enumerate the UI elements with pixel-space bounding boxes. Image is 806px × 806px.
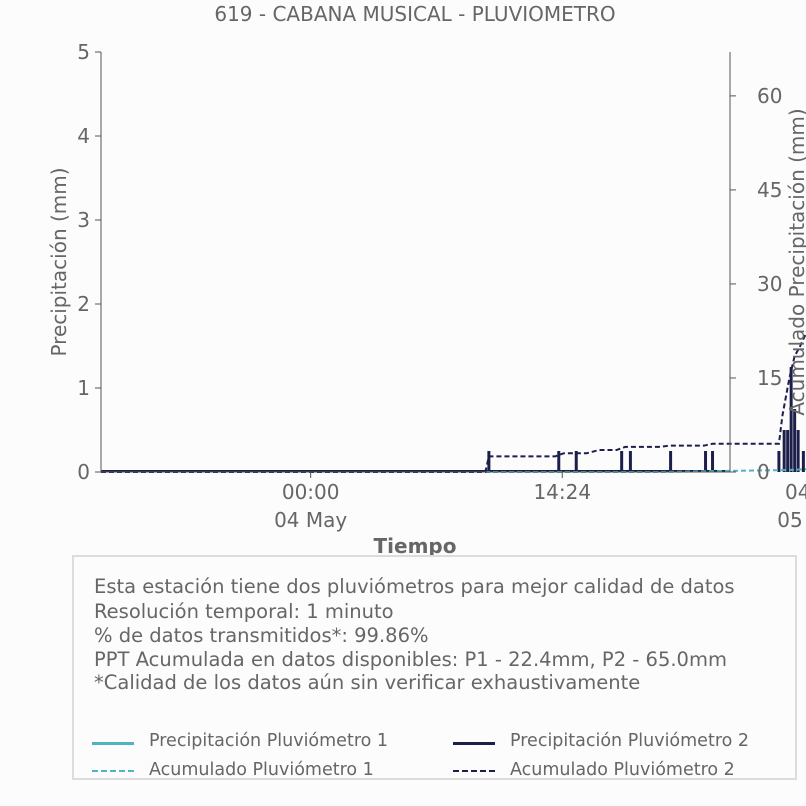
legend-label-p1-bar: Precipitación Pluviómetro 1 [149,731,389,751]
y-tick-label: 4 [77,124,90,148]
x-tick-label: 00:00 [282,480,340,504]
legend-swatch-p1-cumulative [92,770,134,772]
series-p1-cumulative-line [101,468,806,473]
x-tick-date-label: 05 May [777,508,806,532]
series-p2-cumulative-line [101,331,806,473]
legend-swatch-p2-bar [453,742,495,745]
x-tick-label: 14:24 [533,480,591,504]
y2-axis-label: Acumulado Precipitación (mm) [785,108,806,415]
legend-swatch-p2-cumulative [453,770,495,772]
series-p2-bars [101,367,805,472]
y2-tick-label: 15 [757,366,782,390]
info-line-accumulated: PPT Acumulada en datos disponibles: P1 -… [94,648,727,671]
legend-swatch-p1-bar [92,742,134,745]
x-tick-label: 04:48 [785,480,806,504]
info-line-resolution: Resolución temporal: 1 minuto [94,600,394,623]
left-axis-ticks: 0 1 2 3 4 5 [77,40,101,484]
rainfall-chart: 619 - CABANA MUSICAL - PLUVIOMETRO 0 1 2 3 4… [47,2,806,558]
y-tick-label: 2 [77,292,90,316]
info-legend-box: Esta estación tiene dos pluviómetros par… [72,555,797,780]
y2-tick-label: 60 [757,84,782,108]
legend-label-p2-bar: Precipitación Pluviómetro 2 [510,731,750,751]
x-axis-label: Tiempo [374,534,457,558]
chart-title: 619 - CABANA MUSICAL - PLUVIOMETRO [214,2,615,26]
legend-label-p1-cumulative: Acumulado Pluviómetro 1 [149,760,374,780]
y-tick-label: 3 [77,208,90,232]
legend-label-p2-cumulative: Acumulado Pluviómetro 2 [510,760,735,780]
y-axis-label: Precipitación (mm) [47,167,71,356]
info-line-transmitted: % de datos transmitidos*: 99.86% [94,624,429,647]
y-tick-label: 0 [77,460,90,484]
y-tick-label: 1 [77,376,90,400]
x-tick-date-label: 04 May [274,508,347,532]
right-axis-ticks: 0 15 30 45 60 [730,84,782,484]
y2-tick-label: 0 [757,460,770,484]
info-line-quality-note: *Calidad de los datos aún sin verificar … [94,671,641,694]
y2-tick-label: 30 [757,272,782,296]
y-tick-label: 5 [77,40,90,64]
info-line-stations: Esta estación tiene dos pluviómetros par… [94,575,735,598]
y2-tick-label: 45 [757,178,782,202]
